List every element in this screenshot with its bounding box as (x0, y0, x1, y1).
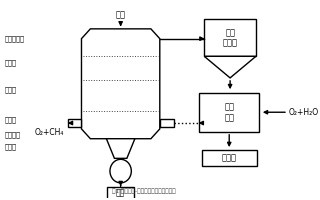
FancyBboxPatch shape (204, 19, 256, 56)
Text: 图1 高温蒸汽-氧气气化熔融工艺示意图: 图1 高温蒸汽-氧气气化熔融工艺示意图 (112, 189, 176, 194)
Text: 冷煤气: 冷煤气 (222, 154, 237, 163)
FancyBboxPatch shape (199, 93, 260, 132)
Circle shape (110, 159, 131, 183)
Text: 燃烧短节: 燃烧短节 (5, 131, 21, 138)
Text: 气化区: 气化区 (5, 86, 17, 93)
Text: 原料: 原料 (116, 11, 126, 20)
FancyBboxPatch shape (107, 187, 134, 200)
Text: 炉渣: 炉渣 (116, 189, 125, 198)
FancyBboxPatch shape (160, 119, 174, 127)
FancyBboxPatch shape (202, 150, 257, 166)
Polygon shape (204, 56, 256, 78)
Text: O₂+CH₄: O₂+CH₄ (34, 128, 64, 137)
Polygon shape (106, 139, 135, 158)
FancyBboxPatch shape (68, 119, 82, 127)
Polygon shape (82, 29, 160, 139)
Text: 干燥干馏区: 干燥干馏区 (5, 35, 25, 42)
Text: 热解区: 热解区 (5, 60, 17, 66)
Text: 废热
锅炉: 废热 锅炉 (224, 103, 234, 122)
Text: 熔融区: 熔融区 (5, 117, 17, 123)
Text: O₂+H₂O: O₂+H₂O (289, 108, 319, 117)
Text: 激冷室: 激冷室 (5, 143, 17, 150)
Text: 旋风
分离器: 旋风 分离器 (223, 28, 237, 47)
